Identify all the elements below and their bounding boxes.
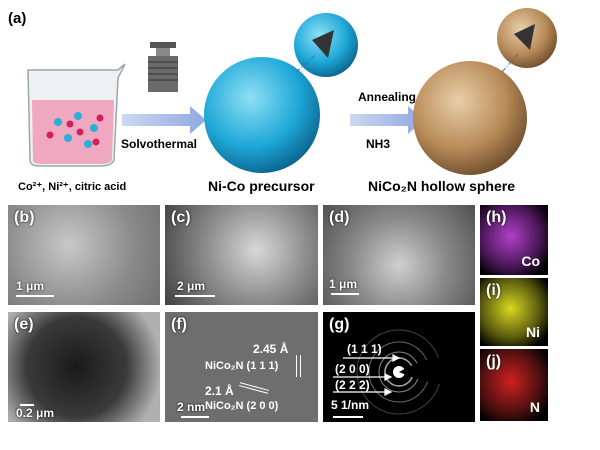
element-label-ni: Ni <box>526 324 540 340</box>
element-label-co: Co <box>521 253 540 269</box>
synthesis-scheme <box>27 8 557 175</box>
hrtem-image-f: (f) 2.45 Å NiCo₂N (1 1 1) 2.1 Å NiCo₂N (… <box>165 312 318 422</box>
eds-map-co: (h) Co <box>480 205 548 275</box>
d-spacing-200: 2.1 Å <box>205 384 234 398</box>
sem-image-d: (d) 1 μm <box>323 205 475 305</box>
panel-label-b: (b) <box>14 209 35 226</box>
arrow-annealing <box>350 106 424 134</box>
hollow-sphere <box>413 61 527 175</box>
diffraction-rings <box>333 329 473 415</box>
eds-map-ni: (i) Ni <box>480 278 548 346</box>
step-solvothermal: Solvothermal <box>121 137 198 151</box>
autoclave-icon <box>148 42 178 92</box>
caption-hollow-sphere: NiCo₂N hollow sphere <box>368 178 516 194</box>
step-annealing: Annealing <box>358 90 417 104</box>
ring-label-111: (1 1 1) <box>347 342 382 356</box>
panel-label-d: (d) <box>329 209 350 226</box>
scale-bar-c: 2 μm <box>177 279 206 293</box>
element-label-n: N <box>529 399 540 415</box>
panel-label-f: (f) <box>171 316 187 333</box>
panel-label-e: (e) <box>14 316 34 333</box>
panel-label-j: (j) <box>486 353 502 370</box>
eds-map-n: (j) N <box>480 349 548 421</box>
scale-bar-e: 0.2 μm <box>16 406 55 420</box>
arrow-solvothermal <box>122 106 206 134</box>
plane-label-200: NiCo₂N (2 0 0) <box>205 400 279 412</box>
ring-label-200: (2 0 0) <box>335 362 370 376</box>
panel-label-c: (c) <box>171 209 191 226</box>
panel-label-g: (g) <box>329 316 350 333</box>
scale-bar-g: 5 1/nm <box>331 398 370 412</box>
scale-bar-b: 1 μm <box>16 279 45 293</box>
scale-bar-f: 2 nm <box>177 400 206 414</box>
scale-bar-d: 1 μm <box>329 277 358 291</box>
step-nh3: NH3 <box>366 137 391 151</box>
sem-image-c: (c) 2 μm <box>165 205 318 305</box>
caption-precursor: Ni-Co precursor <box>208 178 315 194</box>
beaker-icon <box>27 63 126 167</box>
d-spacing-111: 2.45 Å <box>253 342 289 356</box>
panel-label-h: (h) <box>486 209 507 226</box>
sem-image-b: (b) 1 μm <box>8 205 160 305</box>
panel-label-a: (a) <box>8 10 27 27</box>
tem-image-e: (e) 0.2 μm <box>8 312 160 422</box>
caption-reactants: Co²⁺, Ni²⁺, citric acid <box>18 181 127 193</box>
precursor-sphere <box>204 57 320 173</box>
panel-label-i: (i) <box>486 282 502 299</box>
plane-label-111: NiCo₂N (1 1 1) <box>205 360 279 372</box>
ring-label-222: (2 2 2) <box>335 378 370 392</box>
saed-pattern-g: (g) (1 1 1) (2 0 0) (2 2 2) 5 1/nm <box>323 312 475 422</box>
